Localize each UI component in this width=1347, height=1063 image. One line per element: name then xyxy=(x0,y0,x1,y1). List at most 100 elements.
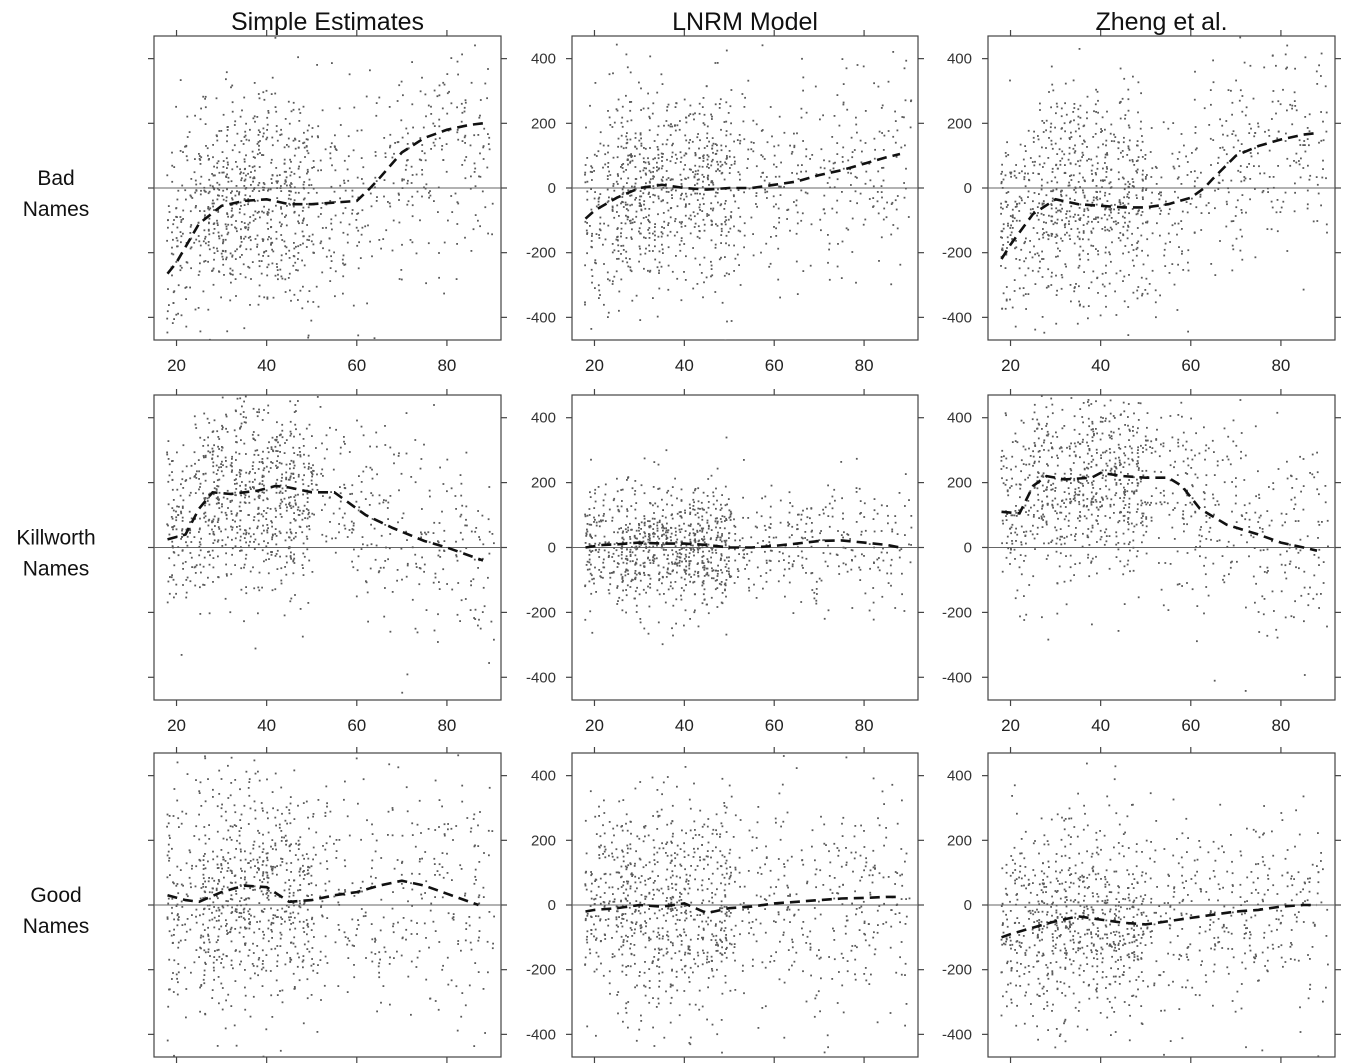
data-point xyxy=(1230,179,1233,182)
data-point xyxy=(274,528,277,530)
data-point xyxy=(218,183,221,186)
data-point xyxy=(419,90,422,93)
data-point xyxy=(180,512,183,515)
data-point xyxy=(166,317,169,320)
data-point xyxy=(1076,322,1079,325)
data-point xyxy=(1104,162,1106,164)
data-point xyxy=(303,504,306,507)
data-point xyxy=(1007,154,1010,156)
data-point xyxy=(629,71,632,74)
data-point xyxy=(1187,249,1190,252)
data-point xyxy=(295,245,297,248)
data-point xyxy=(786,218,788,220)
data-point xyxy=(330,491,332,493)
data-point xyxy=(261,483,264,486)
data-point xyxy=(175,237,178,239)
data-point xyxy=(305,145,308,147)
data-point xyxy=(681,560,683,563)
data-point xyxy=(1092,270,1095,273)
data-point xyxy=(597,284,600,287)
data-point xyxy=(1059,163,1062,166)
data-point xyxy=(238,505,241,508)
data-point xyxy=(1072,174,1075,177)
data-point xyxy=(1248,123,1251,125)
data-point xyxy=(1097,250,1099,252)
data-point xyxy=(734,257,737,260)
data-point xyxy=(1318,141,1320,144)
data-point xyxy=(258,265,261,268)
data-point xyxy=(276,436,278,438)
data-point xyxy=(711,158,714,161)
data-point xyxy=(631,203,633,206)
data-point xyxy=(666,138,669,141)
data-point xyxy=(271,182,273,184)
data-point xyxy=(1254,147,1256,150)
data-point xyxy=(276,197,279,199)
data-point xyxy=(407,179,409,182)
data-point xyxy=(1176,309,1179,311)
data-point xyxy=(173,290,176,293)
data-point xyxy=(277,273,279,276)
data-point xyxy=(769,262,772,265)
data-point xyxy=(724,216,727,218)
data-point xyxy=(343,182,346,184)
data-point xyxy=(243,566,245,569)
data-point xyxy=(258,97,261,100)
data-point xyxy=(275,204,277,207)
data-point xyxy=(225,427,227,430)
data-point xyxy=(1124,245,1127,247)
data-point xyxy=(267,228,269,230)
data-point xyxy=(211,447,214,450)
data-point xyxy=(1123,188,1126,191)
data-point xyxy=(290,551,292,554)
data-point xyxy=(252,431,255,433)
data-point xyxy=(725,579,728,581)
data-point xyxy=(694,164,697,167)
data-point xyxy=(180,235,183,238)
data-point xyxy=(1136,289,1139,292)
data-point xyxy=(297,473,300,476)
data-point xyxy=(847,228,850,231)
data-point xyxy=(1056,289,1058,292)
data-point xyxy=(778,115,781,118)
data-point xyxy=(357,334,360,337)
data-point xyxy=(1136,171,1138,174)
data-point xyxy=(289,496,292,498)
data-point xyxy=(1025,257,1027,260)
data-point xyxy=(1131,259,1134,262)
data-point xyxy=(271,521,273,524)
data-point xyxy=(706,558,709,560)
data-point xyxy=(642,192,645,195)
data-point xyxy=(457,73,459,76)
data-point xyxy=(585,229,588,232)
data-point xyxy=(267,412,270,414)
data-point xyxy=(1155,167,1158,169)
data-point xyxy=(1106,153,1109,156)
data-point xyxy=(648,535,650,538)
data-point xyxy=(249,216,252,218)
data-point xyxy=(202,95,205,98)
data-point xyxy=(1015,258,1018,260)
data-point xyxy=(487,518,490,521)
data-point xyxy=(613,216,616,219)
data-point xyxy=(1024,274,1027,277)
data-point xyxy=(748,589,751,592)
data-point xyxy=(625,214,627,217)
data-point xyxy=(642,217,645,219)
data-point xyxy=(621,116,624,119)
data-point xyxy=(203,216,206,219)
data-point xyxy=(487,143,490,145)
data-point xyxy=(1073,151,1076,154)
data-point xyxy=(595,591,597,593)
data-point xyxy=(1050,139,1053,142)
data-point xyxy=(239,475,241,478)
data-point xyxy=(1231,113,1233,116)
data-point xyxy=(1248,163,1250,165)
data-point xyxy=(588,544,591,547)
data-point xyxy=(1079,203,1082,206)
data-point xyxy=(180,483,182,486)
data-point xyxy=(357,196,360,199)
data-point xyxy=(245,248,248,251)
data-point xyxy=(1172,122,1175,124)
data-point xyxy=(1214,207,1216,210)
